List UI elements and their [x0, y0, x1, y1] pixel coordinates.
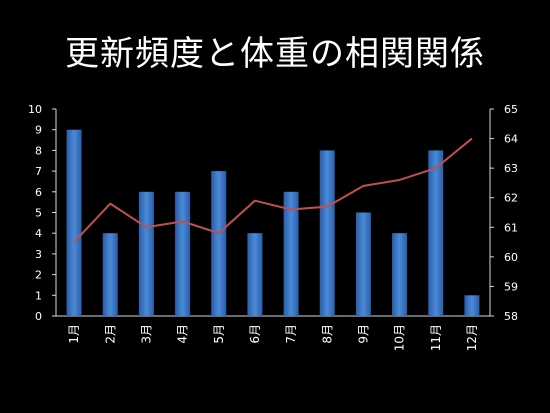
- x-tick-label: 4月: [176, 324, 190, 344]
- x-tick-label: 8月: [320, 324, 334, 344]
- line-series: [73, 137, 473, 243]
- bar: [138, 191, 154, 316]
- line-path: [73, 137, 473, 243]
- x-axis-labels: 1月 2月 3月 4月 5月 6月 7月 8月 9月 10月 11月 12月: [67, 324, 479, 351]
- right-tick-label: 65: [504, 103, 518, 116]
- bar-series: [66, 129, 480, 316]
- right-tick-label: 64: [504, 133, 518, 146]
- chart-title: 更新頻度と体重の相関関係: [65, 34, 485, 74]
- bar: [283, 191, 299, 316]
- right-tick-label: 62: [504, 192, 518, 205]
- x-tick-label: 2月: [103, 324, 117, 344]
- right-tick-label: 63: [504, 162, 518, 175]
- x-tick-label: 3月: [139, 324, 153, 344]
- bar: [247, 233, 263, 316]
- left-tick-label: 9: [35, 124, 42, 137]
- right-axis: 58 59 60 61 62 63 64 65: [489, 103, 518, 323]
- right-tick-label: 58: [504, 310, 518, 323]
- bar: [428, 150, 444, 316]
- bar: [102, 233, 118, 316]
- bar: [66, 129, 82, 316]
- left-tick-label: 4: [35, 227, 42, 240]
- x-tick-label: 12月: [465, 324, 479, 351]
- left-tick-label: 7: [35, 165, 42, 178]
- bar: [464, 295, 480, 316]
- bar: [355, 212, 371, 316]
- bar: [319, 150, 335, 316]
- left-tick-label: 5: [35, 207, 42, 220]
- left-axis: 0 1 2 3 4 5 6 7 8 9 10: [28, 103, 490, 323]
- left-tick-label: 2: [35, 269, 42, 282]
- right-tick-label: 61: [504, 221, 518, 234]
- x-tick-label: 1月: [67, 324, 81, 344]
- left-tick-label: 6: [35, 186, 42, 199]
- bar: [211, 171, 227, 316]
- x-tick-label: 5月: [212, 324, 226, 344]
- left-tick-label: 3: [35, 248, 42, 261]
- left-tick-label: 8: [35, 144, 42, 157]
- left-tick-label: 10: [28, 103, 42, 116]
- x-tick-label: 6月: [248, 324, 262, 344]
- left-tick-label: 1: [35, 289, 42, 302]
- bar: [392, 233, 408, 316]
- right-tick-label: 59: [504, 280, 518, 293]
- x-tick-label: 11月: [429, 324, 443, 351]
- x-tick-label: 7月: [284, 324, 298, 344]
- bar: [175, 191, 191, 316]
- x-tick-label: 10月: [393, 324, 407, 351]
- x-tick-label: 9月: [356, 324, 370, 344]
- right-tick-label: 60: [504, 251, 518, 264]
- left-tick-label: 0: [35, 310, 42, 323]
